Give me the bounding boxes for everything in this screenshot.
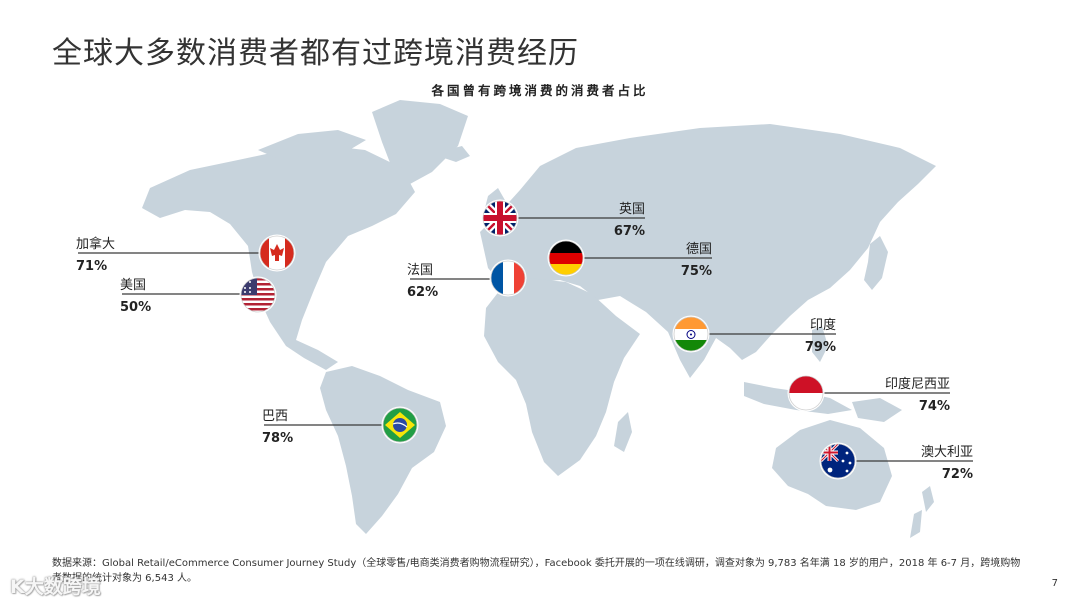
iceland [444,146,470,162]
country-value: 71% [76,259,107,274]
country-name: 法国 [407,263,433,278]
country-value: 78% [262,431,293,446]
country-value: 74% [919,399,950,414]
country-value: 62% [407,285,438,300]
country-value: 72% [942,467,973,482]
callout-germany: 德国 75% [547,239,712,279]
germany-flag-icon [547,239,585,277]
country-name: 英国 [619,202,645,217]
greenland-landmass [372,100,468,184]
page-number: 7 [1051,578,1058,589]
country-value: 75% [681,264,712,279]
country-name: 加拿大 [76,236,115,252]
country-callouts: 加拿大 71% 美国 50% 巴西 78% 法国 62% 英国 67% 德国 75% 印度 79% 印度尼西… [76,199,973,482]
south-america-landmass [320,366,446,534]
uk-flag-icon [481,199,519,237]
country-name: 德国 [686,242,712,257]
france-flag-icon [489,259,527,297]
brazil-flag-icon [381,406,419,444]
africa-landmass [484,278,640,476]
eurasia-landmass [480,124,936,378]
callout-india: 印度 79% [672,315,836,355]
country-name: 美国 [120,278,146,293]
callout-uk: 英国 67% [481,199,645,239]
country-value: 79% [805,340,836,355]
callout-france: 法国 62% [407,259,527,300]
arctic-islands [258,130,366,158]
indonesia-flag-icon [787,374,825,412]
country-value: 67% [614,224,645,239]
watermark-logo: K大数跨境 [10,576,101,598]
japan-islands [864,236,888,290]
new-guinea [852,398,902,422]
callout-australia: 澳大利亚 72% [819,442,973,482]
callout-usa: 美国 50% [120,276,277,315]
source-note: 数据来源：Global Retail/eCommerce Consumer Jo… [52,558,1021,584]
canada-flag-icon [258,234,296,272]
australia-flag-icon [819,442,857,480]
chart-title: 各国曾有跨境消费的消费者占比 [431,83,649,98]
country-name: 巴西 [262,409,288,424]
country-name: 澳大利亚 [921,444,973,460]
usa-flag-icon [239,276,277,314]
country-name: 印度尼西亚 [885,376,950,392]
callout-canada: 加拿大 71% [76,234,296,274]
india-flag-icon [672,315,710,353]
philippines-islands [812,326,828,362]
country-value: 50% [120,300,151,315]
madagascar [614,412,632,452]
new-zealand [910,486,934,538]
country-name: 印度 [810,317,836,333]
page-title: 全球大多数消费者都有过跨境消费经历 [52,36,579,71]
callout-brazil: 巴西 78% [262,406,419,446]
callout-indonesia: 印度尼西亚 74% [787,374,950,414]
